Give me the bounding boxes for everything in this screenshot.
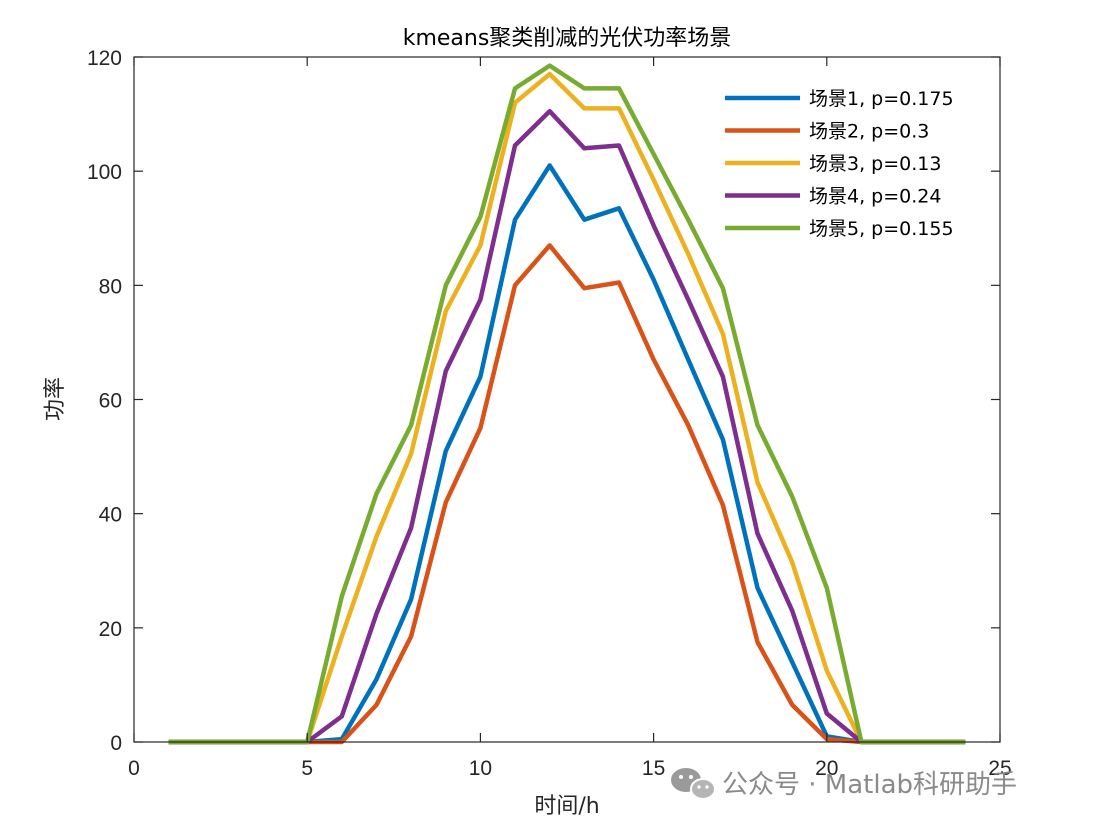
y-axis-ticks: 0 20 40 60 80 100 120 xyxy=(87,47,1000,755)
x-tick-label: 10 xyxy=(469,757,492,780)
legend: 场景1, p=0.175 场景2, p=0.3 场景3, p=0.13 场景4, p=… xyxy=(713,81,991,243)
x-tick-label: 25 xyxy=(988,757,1011,780)
watermark-text: 公众号 · Matlab科研助手 xyxy=(722,770,1017,800)
legend-item-4: 场景4, p=0.24 xyxy=(725,186,941,208)
x-axis-ticks: 0 5 10 15 20 25 xyxy=(128,57,1012,780)
watermark: 公众号 · Matlab科研助手 xyxy=(671,768,1017,800)
legend-item-5: 场景5, p=0.155 xyxy=(725,218,954,240)
y-tick-label: 80 xyxy=(99,275,122,298)
y-axis-title: 功率 xyxy=(43,377,68,421)
y-tick-label: 100 xyxy=(87,161,122,184)
x-tick-label: 20 xyxy=(815,757,838,780)
legend-label: 场景4, p=0.24 xyxy=(809,186,941,208)
legend-label: 场景3, p=0.13 xyxy=(809,153,941,175)
y-tick-label: 0 xyxy=(110,732,122,755)
x-tick-label: 0 xyxy=(128,757,140,780)
legend-item-1: 场景1, p=0.175 xyxy=(725,88,954,110)
legend-item-3: 场景3, p=0.13 xyxy=(725,153,941,175)
y-tick-label: 60 xyxy=(99,390,122,413)
y-tick-label: 40 xyxy=(99,504,122,527)
y-tick-label: 20 xyxy=(99,618,122,641)
legend-label: 场景1, p=0.175 xyxy=(809,88,954,110)
chart-title: kmeans聚类削减的光伏功率场景 xyxy=(403,26,732,51)
wechat-icon xyxy=(671,768,716,800)
legend-item-2: 场景2, p=0.3 xyxy=(725,121,929,143)
legend-label: 场景2, p=0.3 xyxy=(809,121,929,143)
x-tick-label: 15 xyxy=(642,757,665,780)
x-tick-label: 5 xyxy=(301,757,313,780)
y-tick-label: 120 xyxy=(87,47,122,70)
x-axis-title: 时间/h xyxy=(534,794,599,819)
legend-label: 场景5, p=0.155 xyxy=(809,218,954,240)
